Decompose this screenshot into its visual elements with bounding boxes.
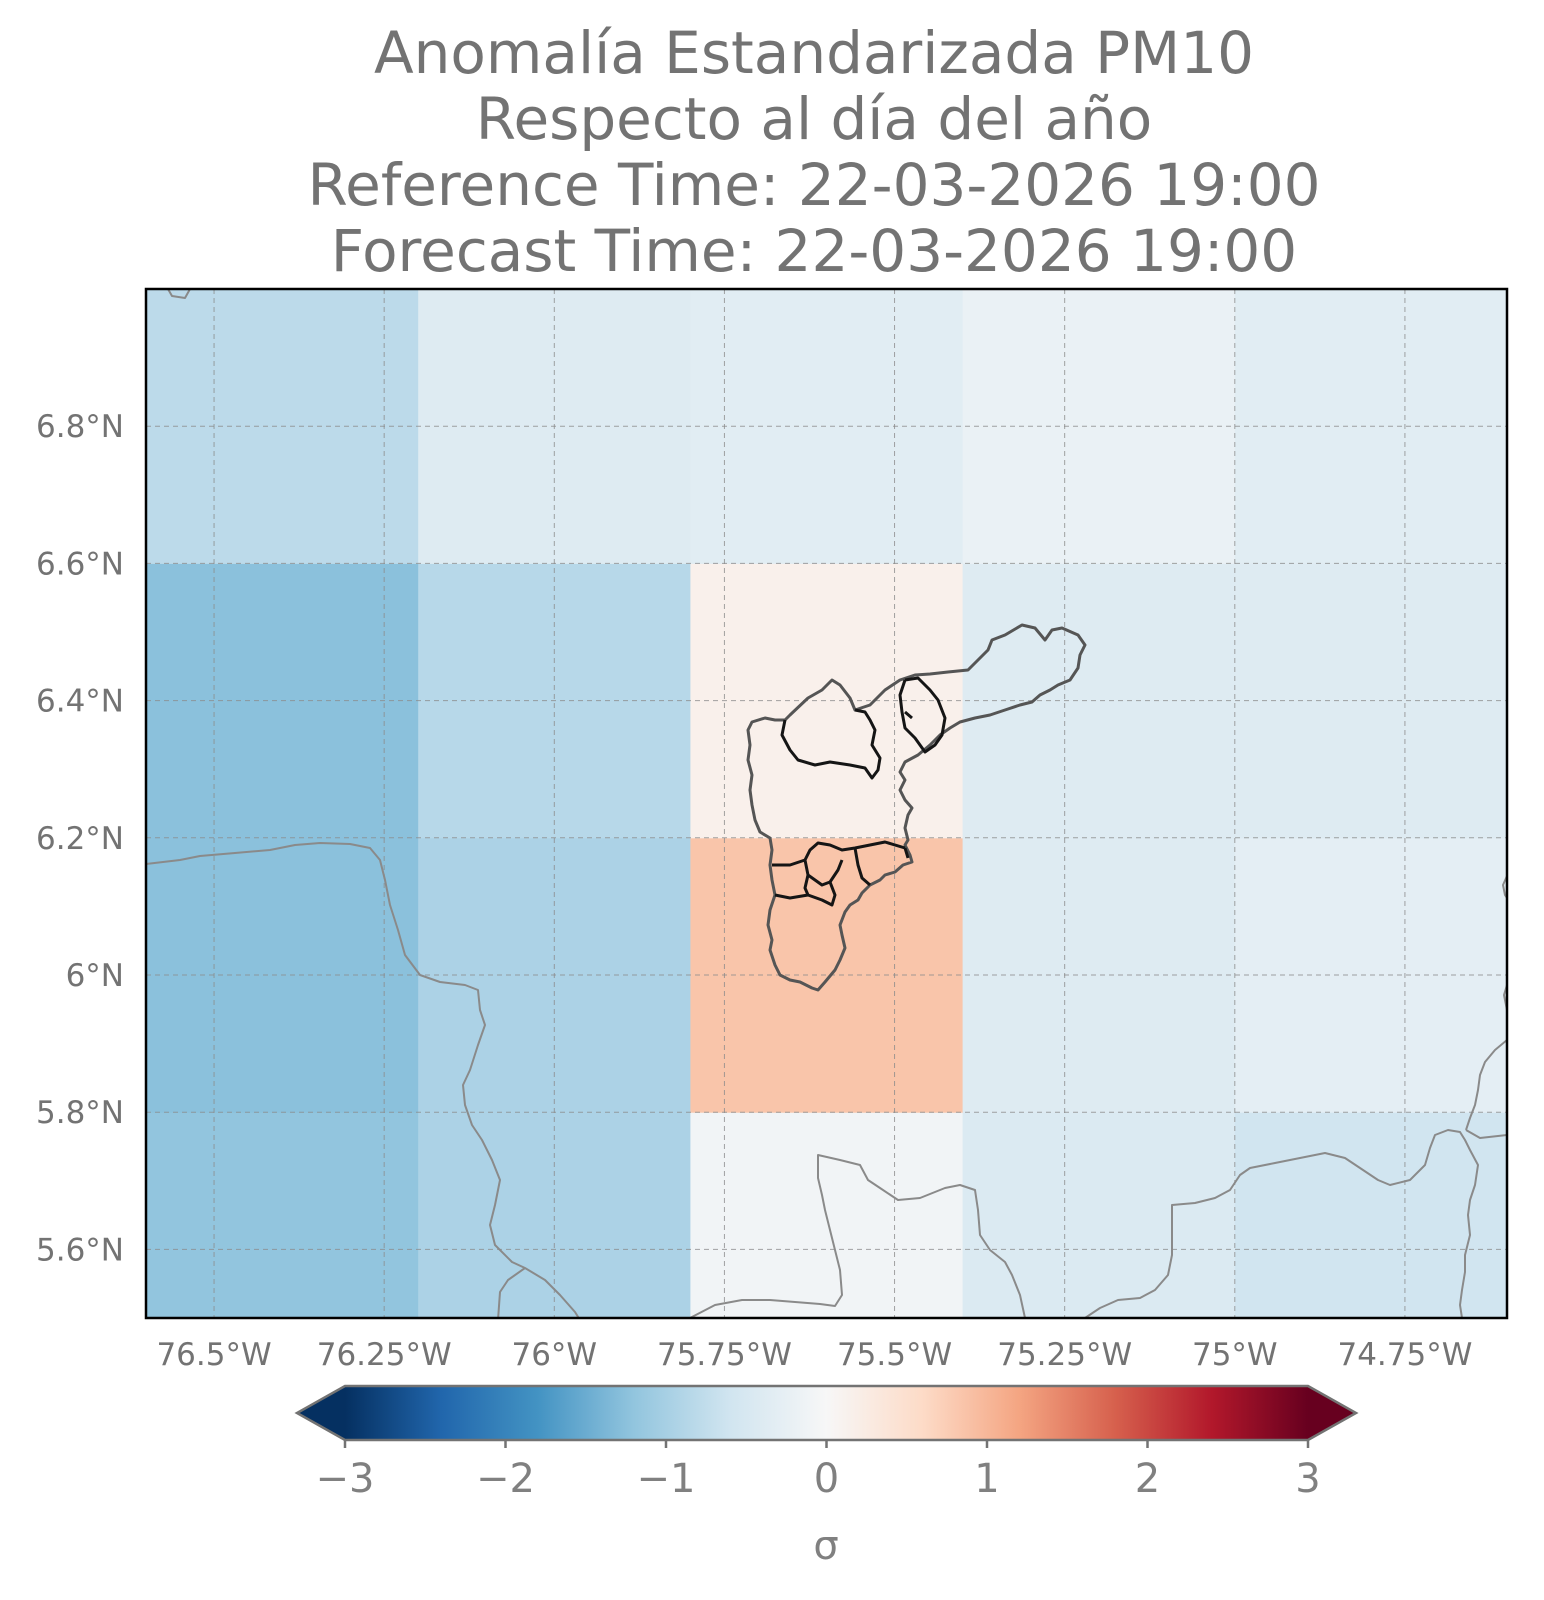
colorbar-tick-label: −1: [637, 1456, 696, 1502]
municipality-outer-north: [746, 623, 1087, 992]
colorbar-tick-label: −2: [476, 1456, 535, 1502]
colorbar-tick-label: −3: [316, 1456, 375, 1502]
x-tick-label: 75°W: [1192, 1337, 1278, 1373]
colorbar-tick-label: 1: [974, 1456, 999, 1502]
y-tick-label: 6.4°N: [36, 684, 124, 720]
colorbar-ticks: −3 −2 −1 0 1 2 3: [316, 1440, 1321, 1502]
colorbar-tick-label: 3: [1295, 1456, 1320, 1502]
colorbar-tick-label: 2: [1135, 1456, 1160, 1502]
colorbar-gradient: [345, 1386, 1308, 1440]
municipality-inner-south-3: [853, 847, 910, 887]
anomaly-cell: [962, 289, 1236, 564]
municipality-inner-north-2: [898, 676, 947, 754]
y-tick-label: 6°N: [66, 958, 124, 994]
x-tick-label: 76.5°W: [156, 1337, 271, 1373]
coastlines: [146, 289, 1507, 1318]
x-tick-label: 75.25°W: [997, 1337, 1132, 1373]
anomaly-cell: [962, 563, 1236, 839]
latitude-tick-labels: 5.6°N 5.8°N 6°N 6.2°N 6.4°N 6.6°N 6.8°N: [36, 409, 124, 1268]
y-tick-label: 5.6°N: [36, 1232, 124, 1268]
colorbar-extend-high: [1308, 1386, 1356, 1440]
coastline-south-east: [1084, 1129, 1479, 1318]
coastline-south-west: [497, 1267, 526, 1318]
title-line-3: Reference Time: 22-03-2026 19:00: [307, 151, 1320, 219]
map-frame: [144, 287, 1509, 1320]
coastline-central-south: [689, 1154, 1026, 1318]
x-tick-label: 74.75°W: [1337, 1337, 1472, 1373]
x-tick-label: 75.5°W: [837, 1337, 952, 1373]
x-tick-label: 76.25°W: [317, 1337, 452, 1373]
anomaly-cell: [146, 1112, 419, 1318]
colorbar-extend-low: [297, 1386, 345, 1440]
title-line-2: Respecto al día del año: [476, 85, 1153, 153]
y-tick-label: 5.8°N: [36, 1095, 124, 1131]
longitude-tick-labels: 76.5°W 76.25°W 76°W 75.75°W 75.5°W 75.25°W 75°…: [156, 1337, 1472, 1373]
municipality-inner-north-1: [780, 708, 882, 780]
title-line-1: Anomalía Estandarizada PM10: [374, 19, 1254, 87]
anomaly-cell: [1234, 1112, 1507, 1318]
y-tick-label: 6.8°N: [36, 409, 124, 445]
coastline-east: [1465, 1039, 1507, 1139]
x-tick-label: 75.75°W: [657, 1337, 792, 1373]
colorbar: −3 −2 −1 0 1 2 3 σ: [294, 1384, 1359, 1569]
map-gridlines: [146, 289, 1507, 1318]
anomaly-cell: [418, 1112, 691, 1318]
x-tick-label: 76°W: [511, 1337, 597, 1373]
colorbar-label: σ: [813, 1523, 838, 1569]
colorbar-tick-label: 0: [814, 1456, 839, 1502]
y-tick-label: 6.2°N: [36, 821, 124, 857]
coastline-west: [146, 842, 580, 1318]
y-tick-label: 6.6°N: [36, 546, 124, 582]
anomaly-grid-cells: [146, 289, 1507, 1318]
colorbar-body: [294, 1384, 1359, 1442]
title-line-4: Forecast Time: 22-03-2026 19:00: [331, 217, 1297, 285]
coastline-north: [167, 289, 191, 299]
municipality-inner-south-2: [774, 874, 837, 907]
map-area: [146, 289, 1507, 1318]
municipality-boundaries: [746, 623, 1087, 992]
map-title: Anomalía Estandarizada PM10 Respecto al …: [307, 19, 1320, 285]
anomaly-cell: [962, 837, 1236, 1113]
anomaly-cell: [962, 1112, 1236, 1318]
